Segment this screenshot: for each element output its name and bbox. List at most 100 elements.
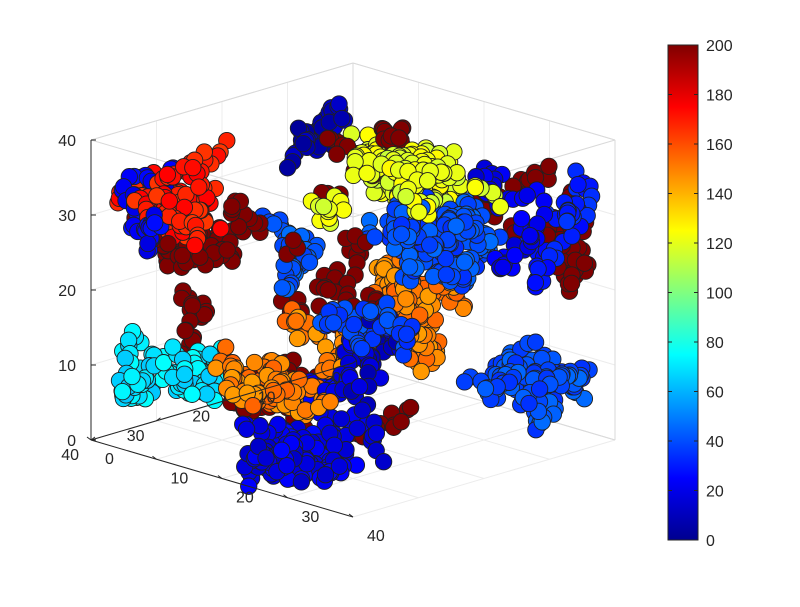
scatter-point: [316, 466, 335, 484]
scatter-point: [506, 246, 524, 265]
scatter-point: [476, 380, 495, 398]
colorbar: 0 20 40 60 80 100 120 140 160 180 200: [667, 38, 733, 550]
scatter-point: [392, 413, 410, 431]
x-tick-mark: [156, 417, 161, 422]
scatter-point: [332, 410, 351, 428]
colorbar-tick-label: 100: [706, 286, 733, 303]
colorbar-gradient: [667, 44, 699, 541]
scatter-point: [345, 315, 363, 334]
x-tick-label: 0: [332, 370, 341, 387]
box-edge: [352, 62, 616, 141]
scatter-point: [330, 95, 348, 113]
scatter-point: [530, 380, 549, 398]
scatter-point: [526, 274, 545, 292]
scatter-point: [175, 365, 194, 383]
x-tick-mark: [287, 378, 292, 383]
colorbar-ticks: 0 20 40 60 80 100 120 140 160 180 200: [668, 38, 733, 550]
x-tick-label: 40: [61, 447, 79, 464]
colorbar-tick-label: 40: [706, 434, 724, 451]
scatter-point: [212, 220, 230, 238]
scatter-point: [466, 178, 484, 197]
scatter-point: [325, 436, 343, 454]
colorbar-tick-label: 80: [706, 335, 724, 352]
scatter-point: [397, 187, 415, 206]
scatter-point: [455, 373, 474, 391]
scatter-point: [358, 164, 376, 183]
scatter-point: [558, 212, 576, 231]
scatter-point: [146, 214, 164, 232]
scatter-point: [116, 349, 134, 368]
scatter-point: [244, 397, 262, 415]
scatter-point: [154, 354, 173, 372]
scatter-point: [257, 449, 275, 467]
colorbar-tick-label: 60: [706, 385, 724, 402]
scatter-point: [272, 441, 291, 459]
scatter-points: [109, 95, 601, 495]
scatter-point: [223, 197, 241, 215]
colorbar-tick-label: 160: [706, 137, 733, 154]
z-tick-label: 0: [67, 433, 76, 450]
scatter-point: [288, 329, 307, 348]
x-tick-mark: [352, 359, 358, 364]
colorbar-tick-label: 140: [706, 187, 733, 204]
scatter-point: [264, 381, 283, 400]
scatter-point: [195, 306, 214, 324]
scatter-point: [159, 235, 177, 253]
scatter-point: [563, 227, 581, 245]
scatter-point: [324, 314, 343, 332]
scatter-point: [512, 209, 531, 228]
scatter-point: [526, 333, 545, 351]
scatter-point: [123, 367, 141, 386]
scatter-point: [353, 339, 371, 358]
scatter-point: [562, 274, 581, 293]
z-tick-label: 30: [58, 208, 76, 225]
y-tick-mark: [152, 455, 157, 460]
scatter-point: [164, 338, 182, 356]
scatter-point: [348, 419, 366, 438]
scatter-point: [412, 362, 430, 381]
colorbar-tick-label: 20: [706, 484, 724, 501]
scatter-point: [353, 401, 371, 419]
scatter-point: [292, 473, 311, 491]
colorbar-tick-label: 180: [706, 88, 733, 105]
scatter-point: [397, 290, 415, 308]
scatter-point: [237, 420, 256, 438]
scatter-point: [314, 197, 333, 216]
scatter-point: [245, 353, 264, 372]
scatter-point: [294, 134, 312, 153]
scatter-point: [366, 228, 384, 246]
x-tick-label: 30: [127, 428, 145, 445]
scatter-point: [183, 297, 202, 315]
scatter-point: [521, 226, 539, 245]
y-tick-label: 40: [367, 528, 385, 545]
scatter-point: [333, 109, 351, 128]
scatter-point: [390, 129, 408, 147]
scatter-point: [160, 192, 178, 210]
y-tick-mark: [348, 513, 354, 518]
scatter-point: [321, 393, 339, 411]
scatter-point: [367, 424, 386, 442]
scatter-point: [186, 236, 204, 255]
scatter-point: [139, 234, 157, 253]
y-tick-label: 20: [236, 490, 254, 507]
y-tick-mark: [217, 475, 223, 479]
scatter-point: [437, 249, 455, 268]
scatter-point: [318, 129, 337, 148]
scatter-point: [418, 172, 437, 190]
z-tick-label: 20: [58, 283, 76, 300]
scatter-point: [437, 265, 456, 284]
scatter-point: [184, 158, 202, 177]
scatter-point: [401, 398, 420, 417]
scatter-point: [491, 198, 509, 216]
y-tick-label: 30: [302, 509, 320, 526]
scatter-point: [284, 231, 302, 249]
scatter-point: [569, 175, 587, 194]
scatter-point: [330, 457, 349, 475]
scatter-point: [350, 377, 369, 396]
scatter-point: [397, 325, 416, 343]
scatter-point: [400, 258, 419, 276]
scatter-point: [518, 186, 536, 205]
scatter-point: [198, 385, 216, 403]
scatter-point: [230, 218, 248, 236]
